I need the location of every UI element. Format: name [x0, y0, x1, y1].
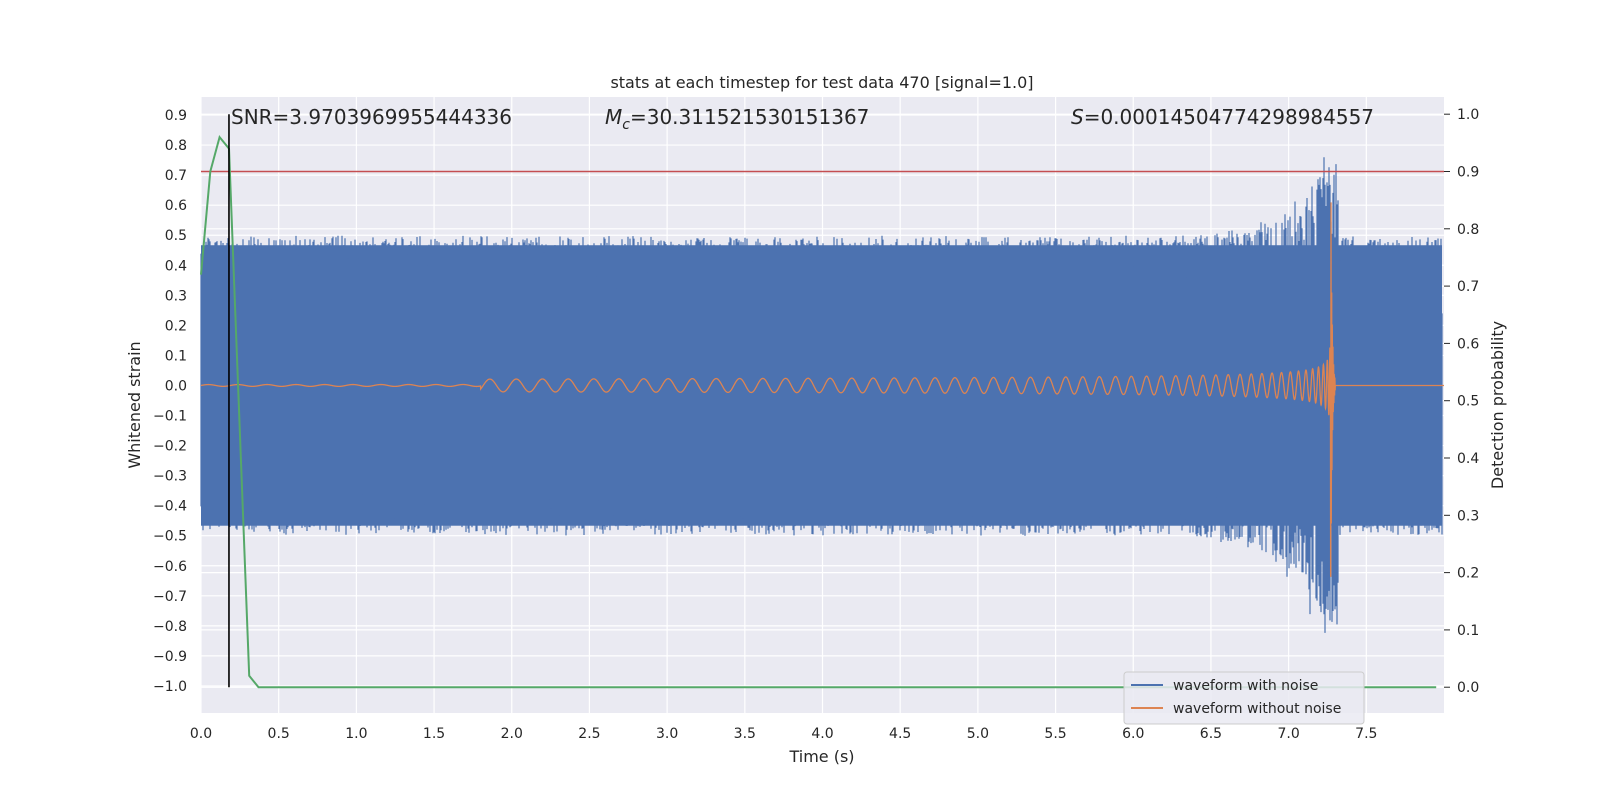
y-tick-label-right: 0.5: [1457, 394, 1479, 410]
chirp-mass-annotation: Mc=30.311521530151367: [605, 105, 869, 133]
y-tick-label-right: 0.6: [1457, 336, 1479, 352]
y-tick-label-left: 0.8: [165, 138, 187, 154]
s-annotation: S=0.00014504774298984557: [1071, 105, 1374, 129]
chart-title: stats at each timestep for test data 470…: [610, 73, 1033, 92]
legend-label-clean: waveform without noise: [1173, 701, 1341, 717]
x-tick-label: 3.5: [734, 726, 756, 742]
y-tick-label-right: 1.0: [1457, 107, 1479, 123]
x-tick-label: 0.5: [268, 726, 290, 742]
y-tick-label-left: −0.3: [153, 469, 187, 485]
series-waveform-with-noise: [200, 157, 1443, 633]
x-tick-label: 3.0: [656, 726, 678, 742]
y-tick-label-right: 0.4: [1457, 451, 1479, 467]
x-tick-label: 4.0: [811, 726, 833, 742]
y-axis-label-right: Detection probability: [1488, 321, 1507, 489]
x-tick-label: 0.0: [190, 726, 212, 742]
y-tick-label-right: 0.9: [1457, 164, 1479, 180]
snr-annotation: SNR=3.9703969955444336: [231, 105, 512, 129]
series-waveform-without-noise: [200, 202, 1444, 577]
legend-label-noise: waveform with noise: [1173, 678, 1318, 694]
y-tick-label-left: −0.5: [153, 529, 187, 545]
y-tick-label-left: 0.3: [165, 288, 187, 304]
x-tick-label: 1.5: [423, 726, 445, 742]
legend-box: [1123, 671, 1365, 725]
y-tick-label-left: 0.0: [165, 378, 187, 394]
x-tick-label: 5.0: [967, 726, 989, 742]
y-tick-label-right: 0.0: [1457, 680, 1479, 696]
y-tick-label-left: −0.1: [153, 409, 187, 425]
s-value: =0.00014504774298984557: [1084, 105, 1374, 129]
x-tick-label: 6.0: [1122, 726, 1144, 742]
y-tick-label-left: 0.7: [165, 168, 187, 184]
x-tick-label: 1.0: [345, 726, 367, 742]
y-tick-label-left: 0.1: [165, 348, 187, 364]
x-tick-label: 2.5: [578, 726, 600, 742]
y-tick-label-left: −0.2: [153, 439, 187, 455]
chirp-mass-value: =30.311521530151367: [630, 105, 869, 129]
series-detection-probability: [200, 114, 1444, 689]
x-axis-label: Time (s): [788, 747, 854, 766]
y-tick-label-left: 0.9: [165, 108, 187, 124]
x-tick-label: 7.0: [1277, 726, 1299, 742]
y-tick-label-left: −0.8: [153, 619, 187, 635]
y-tick-label-right: 0.1: [1457, 623, 1479, 639]
y-tick-label-right: 0.3: [1457, 508, 1479, 524]
x-tick-label: 7.5: [1355, 726, 1377, 742]
y-tick-label-left: −0.9: [153, 649, 187, 665]
clean-trace: [200, 202, 1444, 577]
chirp-mass-subscript: c: [622, 117, 630, 133]
x-tick-label: 5.5: [1044, 726, 1066, 742]
y-tick-label-right: 0.8: [1457, 222, 1479, 238]
x-tick-label: 4.5: [889, 726, 911, 742]
x-tick-label: 6.5: [1200, 726, 1222, 742]
axis-ticks: 0.0 0.5 1.0 1.5 2.0 2.5 3.0 3.5 4.0 4.5 5.0 5.5 6.0 6…: [153, 107, 1479, 742]
y-tick-label-left: −1.0: [153, 679, 187, 695]
y-tick-label-left: −0.7: [153, 589, 187, 605]
y-tick-label-right: 0.2: [1457, 566, 1479, 582]
y-tick-label-left: 0.6: [165, 198, 187, 214]
y-axis-label-left: Whitened strain: [125, 341, 144, 468]
legend: waveform with noise waveform without noi…: [1123, 671, 1365, 725]
y-tick-label-left: 0.5: [165, 228, 187, 244]
x-tick-label: 2.0: [501, 726, 523, 742]
y-tick-label-left: −0.6: [153, 559, 187, 575]
chirp-mass-symbol: M: [605, 105, 622, 129]
y-tick-label-right: 0.7: [1457, 279, 1479, 295]
s-symbol: S: [1071, 105, 1084, 129]
y-tick-label-left: 0.4: [165, 258, 187, 274]
y-tick-label-left: −0.4: [153, 499, 187, 515]
y-tick-label-left: 0.2: [165, 318, 187, 334]
